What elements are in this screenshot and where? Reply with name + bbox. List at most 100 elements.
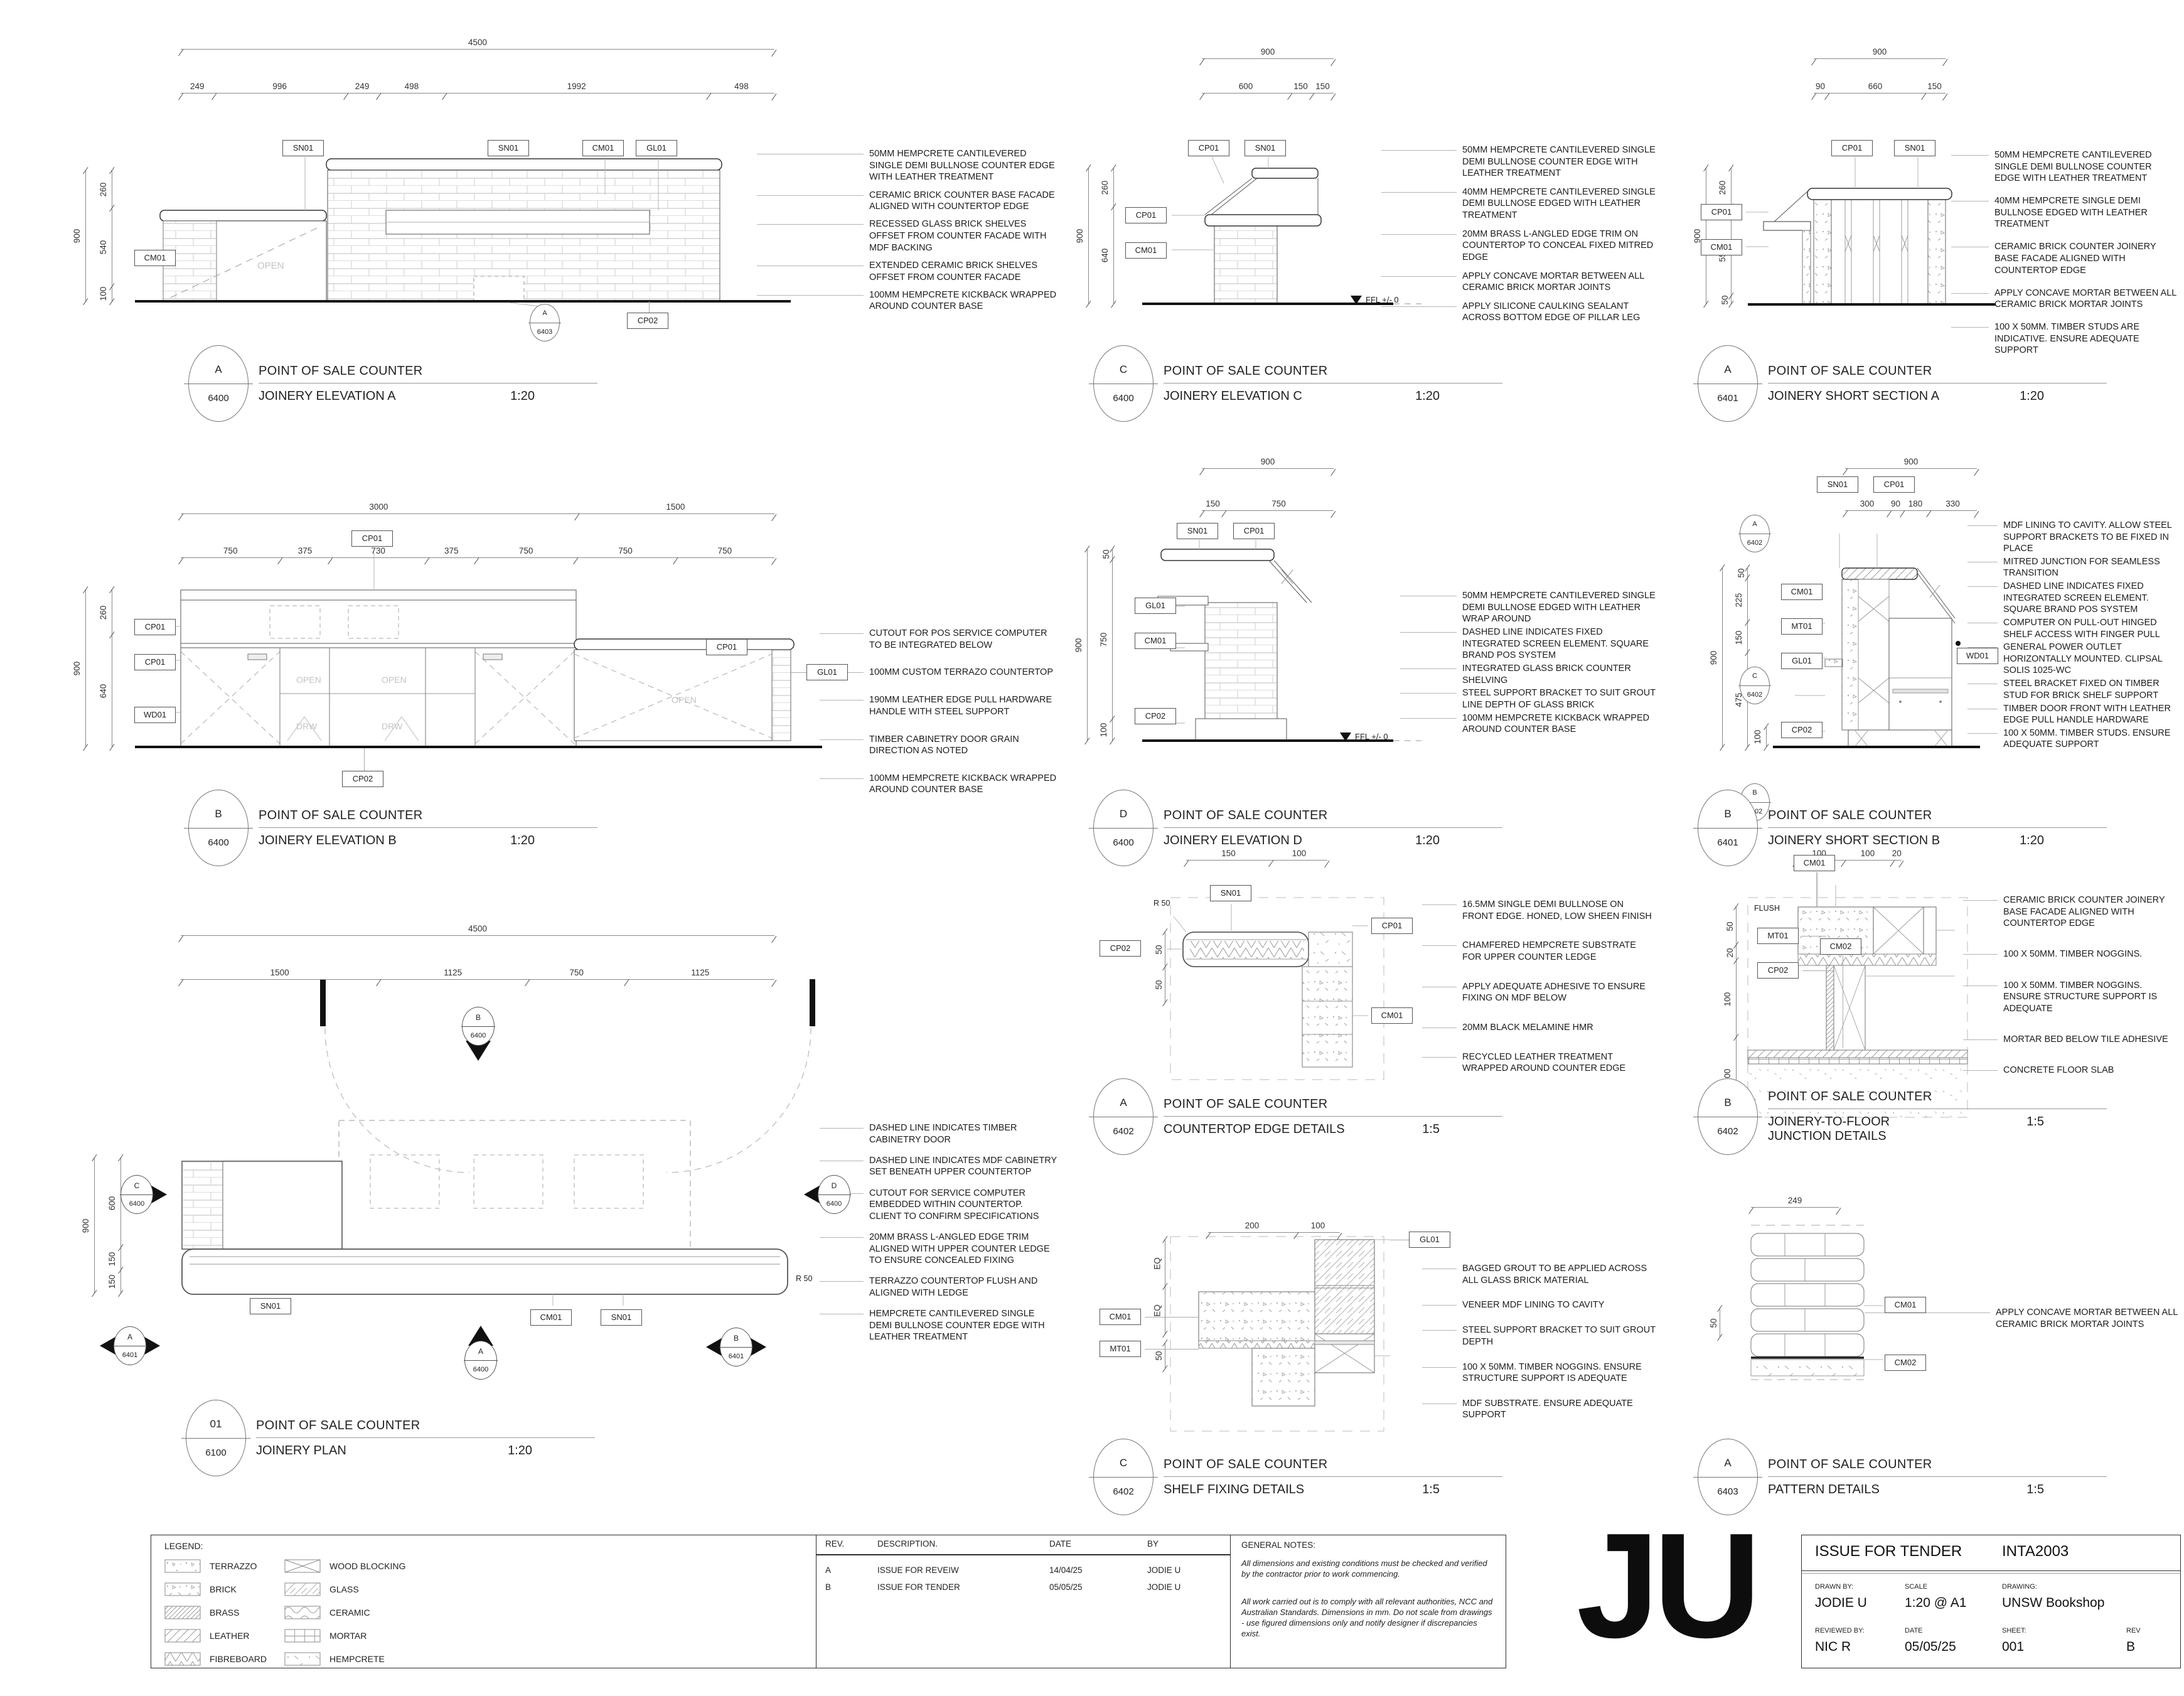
joinery-to-floor-annotations: CERAMIC BRICK COUNTER JOINERY BASE FACAD… xyxy=(1963,894,2182,1076)
flush-label: FLUSH xyxy=(1754,904,1780,913)
material-tag: CP01 xyxy=(1233,523,1275,539)
reviewed-by-value: NIC R xyxy=(1815,1640,1851,1654)
material-tag: CM01 xyxy=(530,1309,572,1326)
vdim-total-sec-a: 900 xyxy=(1693,168,1706,304)
annotation: 100 x 50MM. TIMBER NOGGINS. xyxy=(1963,948,2182,960)
annotation: COMPUTER ON PULL-OUT HINGED SHELF ACCESS… xyxy=(1967,617,2182,640)
dimension: 900 xyxy=(1202,457,1334,469)
view-title-joinery-plan: 01 6100 POINT OF SALE COUNTER JOINERY PLA… xyxy=(181,1400,608,1476)
section-marker: A 6401 xyxy=(100,1326,160,1365)
rev-header: DATE xyxy=(1049,1539,1072,1548)
rev-row-value: JODIE U xyxy=(1147,1565,1181,1575)
rev-row-value: B xyxy=(825,1582,832,1592)
annotation: 50MM HEMPCRETE CANTILEVERED SINGLE DEMI … xyxy=(1381,144,1657,180)
annotation: GENERAL POWER OUTLET HORIZONTALLY MOUNTE… xyxy=(1967,641,2182,677)
dimension: 750 xyxy=(675,546,775,558)
general-notes-heading: GENERAL NOTES: xyxy=(1241,1540,1316,1550)
dimension: 1500 xyxy=(576,502,774,514)
annotation: STEEL BRACKET FIXED ON TIMBER STUD FOR B… xyxy=(1967,678,2182,701)
project-code: INTA2003 xyxy=(2002,1543,2069,1560)
ffl-marker: FFL +/- 0 xyxy=(1340,732,1388,741)
rev-header: REV. xyxy=(825,1539,845,1548)
sheet-label: SHEET: xyxy=(2002,1627,2026,1634)
joinery-plan-drawing xyxy=(181,979,815,1306)
glass-swatch-icon xyxy=(284,1582,321,1596)
material-tag: CP02 xyxy=(1781,722,1823,738)
view-title-elevation-a: A 6400 POINT OF SALE COUNTER JOINERY ELEV… xyxy=(184,345,610,422)
radius-label: R 50 xyxy=(1154,899,1170,908)
dimension: 50 xyxy=(1154,967,1165,1002)
brass-swatch-icon xyxy=(164,1606,201,1619)
vdim-segments-plan: 600 150 150 xyxy=(107,1158,121,1293)
dim-edge: 150 100 xyxy=(1186,849,1327,861)
view-title-short-section-b: B 6401 POINT OF SALE COUNTER JOINERY SHOR… xyxy=(1693,790,2119,866)
section-marker: A 6400 xyxy=(464,1326,498,1380)
svg-text:OPEN: OPEN xyxy=(382,675,407,685)
material-tag: SN01 xyxy=(1817,476,1858,493)
dimension: 50 xyxy=(1154,932,1165,967)
material-tag: CP01 xyxy=(1188,140,1229,156)
bottom-strip xyxy=(151,1535,1506,1668)
vdim-segments-elev-d: 50 750 100 xyxy=(1099,549,1113,741)
view-marker: A 6400 xyxy=(184,345,253,422)
material-tag: MT01 xyxy=(1100,1341,1141,1357)
dim-segments-elev-c: 600 150 150 xyxy=(1202,82,1334,94)
dimension: 4500 xyxy=(181,38,774,50)
dimension: 600 xyxy=(107,1158,121,1248)
annotation: DASHED LINE INDICATES TIMBER CABINETRY D… xyxy=(820,1122,1057,1146)
dimension: 100 xyxy=(1296,1221,1340,1233)
rev-row-value: A xyxy=(825,1565,832,1575)
dimension: 4500 xyxy=(181,924,774,936)
annotation: APPLY CONCAVE MORTAR BETWEEN ALL CERAMIC… xyxy=(1865,1307,2184,1330)
annotation: APPLY SILICONE CAULKING SEALANT ACROSS B… xyxy=(1381,301,1657,324)
rev-row-value: ISSUE FOR TENDER xyxy=(877,1582,960,1592)
reviewed-by-label: REVIEWED BY: xyxy=(1815,1627,1865,1634)
material-tag: GL01 xyxy=(636,140,677,156)
dim-total-elev-b: 3000 1500 xyxy=(181,502,774,514)
dim-segments-elev-d: 150 750 xyxy=(1202,499,1334,511)
date-label: DATE xyxy=(1905,1627,1923,1634)
dimension: 260 xyxy=(99,171,112,209)
vdim-pattern: 50 xyxy=(1708,1309,1720,1337)
annotation: 50MM HEMPCRETE CANTILEVERED SINGLE DEMI … xyxy=(1400,590,1657,625)
section-marker: B 6401 xyxy=(706,1328,766,1366)
vdim-total-sec-b: 900 xyxy=(1709,568,1723,747)
dimension: 750 xyxy=(575,546,675,558)
material-tag: WD01 xyxy=(134,707,176,723)
view-scale: 1:20 xyxy=(510,389,535,403)
vdim-total-elev-b: 900 xyxy=(72,590,86,747)
rev-value: B xyxy=(2126,1640,2136,1654)
dimension: 1500 xyxy=(181,968,379,980)
dimension: 100 xyxy=(1843,849,1892,861)
section-marker: D 6400 xyxy=(804,1175,851,1214)
annotation: CHAMFERED HEMPCRETE SUBSTRATE FOR UPPER … xyxy=(1422,940,1657,963)
view-marker: A 6402 xyxy=(1089,1078,1158,1155)
dimension: 750 xyxy=(527,968,626,980)
panel-divider xyxy=(1230,1535,1231,1668)
detail-marker: A 6402 xyxy=(1738,515,1771,552)
view-marker: B 6401 xyxy=(1693,790,1762,866)
elevation-c-annotations: 50MM HEMPCRETE CANTILEVERED SINGLE DEMI … xyxy=(1381,144,1657,324)
dimension: 996 xyxy=(213,82,346,94)
dim-pattern: 249 xyxy=(1751,1196,1839,1208)
annotation: TIMBER DOOR FRONT WITH LEATHER EDGE PULL… xyxy=(1967,703,2182,726)
vdim-segments-elev-c: 260 640 xyxy=(1100,168,1114,304)
svg-text:DRW: DRW xyxy=(382,721,403,731)
dimension: 300 xyxy=(1845,499,1889,511)
countertop-edge-drawing xyxy=(1167,897,1384,1080)
dimension: 50 xyxy=(1736,568,1748,578)
brick-swatch-icon xyxy=(164,1582,201,1596)
vdim-floor: 50 20 100 100 xyxy=(1723,907,1737,1114)
material-tag: CM01 xyxy=(1135,633,1176,649)
terrazzo-swatch-icon xyxy=(164,1559,201,1573)
annotation: APPLY ADEQUATE ADHESIVE TO ENSURE FIXING… xyxy=(1422,981,1657,1004)
dimension: 750 xyxy=(1224,499,1334,511)
dim-total-elev-d: 900 xyxy=(1202,457,1334,469)
dim-total-sec-a: 900 xyxy=(1814,47,1946,59)
dimension: 900 xyxy=(72,171,86,301)
view-title-short-section-a: A 6401 POINT OF SALE COUNTER JOINERY SHOR… xyxy=(1693,345,2119,422)
drawn-by-value: JODIE U xyxy=(1815,1596,1867,1610)
annotation: STEEL SUPPORT BRACKET TO SUIT GROUT DEPT… xyxy=(1422,1324,1657,1348)
legend-item: MORTAR xyxy=(284,1629,367,1643)
